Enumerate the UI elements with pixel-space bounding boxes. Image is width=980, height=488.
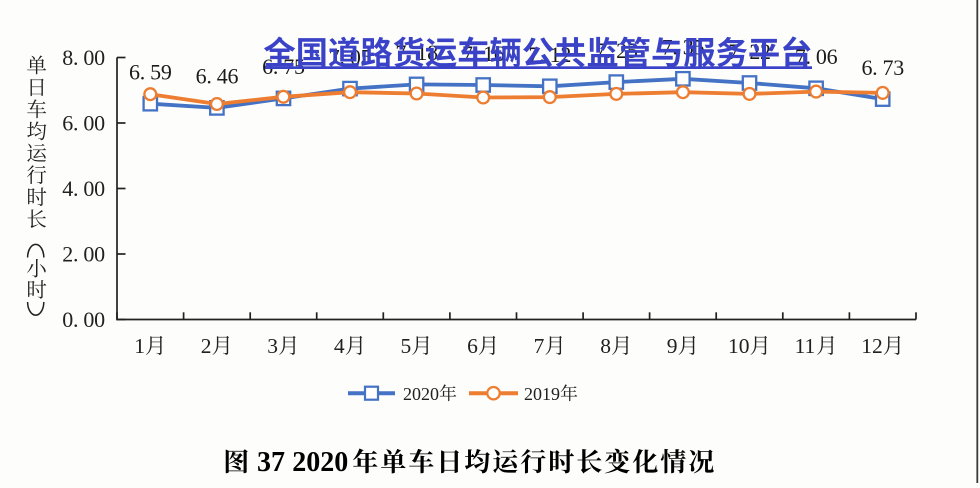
svg-text:2: 2	[201, 334, 212, 358]
svg-text:6. 46: 6. 46	[196, 64, 239, 89]
svg-text:2. 00: 2. 00	[62, 241, 105, 266]
svg-text:9: 9	[667, 334, 678, 358]
svg-text:6. 73: 6. 73	[861, 55, 904, 80]
svg-text:5: 5	[401, 334, 412, 358]
svg-text:2019: 2019	[524, 384, 560, 404]
svg-text:12: 12	[861, 334, 883, 358]
svg-text:10: 10	[728, 334, 750, 358]
svg-text:7: 7	[534, 334, 545, 358]
svg-text:4: 4	[334, 334, 345, 358]
svg-text:0. 00: 0. 00	[62, 307, 105, 332]
svg-text:6: 6	[467, 334, 478, 358]
svg-text:8: 8	[600, 334, 611, 358]
svg-text:7. 35: 7. 35	[662, 35, 705, 60]
svg-text:37: 37	[257, 447, 285, 478]
svg-text:2020: 2020	[403, 384, 439, 404]
svg-text:2020: 2020	[292, 447, 348, 478]
svg-text:6. 00: 6. 00	[62, 110, 105, 135]
svg-text:8. 00: 8. 00	[62, 45, 105, 70]
svg-text:4. 00: 4. 00	[62, 176, 105, 201]
svg-text:6. 59: 6. 59	[129, 60, 172, 85]
svg-text:11: 11	[795, 334, 816, 358]
svg-text:1: 1	[134, 334, 145, 358]
svg-text:3: 3	[267, 334, 278, 358]
